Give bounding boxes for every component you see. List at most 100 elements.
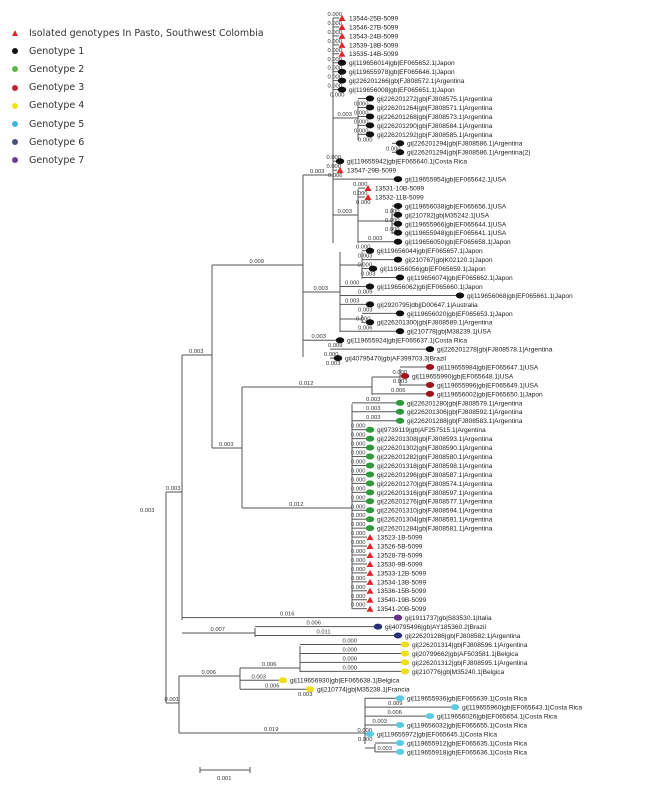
branch-length-label: 0.000	[328, 30, 343, 36]
branch-length-label: 0.003	[312, 334, 327, 340]
leaf-label: gi|226201308|gb|FJ808593.1|Argentina	[377, 436, 493, 443]
branch-length-label: 0.000	[328, 75, 343, 81]
genotype-marker-icon	[365, 462, 375, 469]
leaf-label: gi|119656038|gb|EF065656.1|USA	[405, 203, 507, 210]
branch-length-label: 0.000	[328, 21, 343, 27]
branch-length-label: 0.003	[219, 442, 234, 448]
genotype-marker-icon	[365, 95, 375, 102]
leaf-label: gi|226201314|gb|FJ808596.1|Argentina	[412, 642, 528, 649]
leaf-label: gi|119656068|gb|EF065661.1|Japon	[467, 293, 573, 300]
branch-length-label: 0.000	[351, 549, 366, 555]
leaf-label: gi|119656014|gb|EF065652.1|Japon	[349, 60, 455, 67]
leaf-label: gi|119656074|gb|EF065662.1|Japon	[407, 275, 513, 282]
branch-length-label: 0.000	[385, 227, 400, 233]
branch-length-label: 0.000	[351, 486, 366, 492]
leaf-label: gi|119656050|gb|EF065658.1|Japon	[405, 239, 511, 246]
leaf-label: gi|226201292|gb|FJ808585.1|Argentina	[377, 132, 493, 139]
genotype-marker-icon	[395, 722, 405, 729]
leaf-label: gi|119655954|gb|EF065642.1|USA	[405, 177, 507, 184]
branch-length-label: 0.000	[351, 603, 366, 609]
leaf-label: gi|119655966|gb|EF065644.1|USA	[405, 221, 507, 228]
genotype-marker-icon	[373, 623, 383, 630]
leaf-label: gi|2920795|dbj|D00647.1|Australia	[377, 302, 478, 309]
branch-length-label: 0.003	[140, 508, 155, 514]
branch-length-label: 0.003	[326, 361, 341, 367]
leaf-label: gi|119655960|gb|EF065643.1|Costa Rica	[462, 705, 582, 712]
dot-marker-icon	[8, 121, 22, 128]
genotype-marker-icon	[425, 713, 435, 720]
branch-length-label: 0.000	[351, 531, 366, 537]
leaf-label: 13547-29B-5099	[347, 168, 396, 175]
genotype-marker-icon	[365, 525, 375, 532]
triangle-marker-icon	[366, 587, 374, 594]
branch-length-label: 0.000	[324, 352, 339, 358]
dot-marker-icon	[8, 48, 22, 55]
branch-length-label: 0.012	[299, 381, 314, 387]
genotype-marker-icon	[335, 158, 345, 165]
branch-length-label: 0.003	[373, 719, 388, 725]
leaf-label: gi|226201300|gb|FJ808589.1|Argentina	[377, 320, 493, 327]
leaf-label: gi|226201316|gb|FJ808597.1|Argentina	[377, 490, 493, 497]
branch-length-label: 0.000	[351, 567, 366, 573]
branch-length-label: 0.000	[351, 594, 366, 600]
triangle-marker-icon	[336, 167, 344, 174]
leaf-label: gi|119656008|gb|EF065651.1|Japon	[349, 87, 455, 94]
branch-length-label: 0.006	[328, 173, 343, 179]
branch-length-label: 0.003	[366, 406, 381, 412]
branch-length-label: 0.003	[252, 674, 267, 680]
branch-length-label: 0.000	[327, 164, 342, 170]
genotype-marker-icon	[395, 274, 405, 281]
branch-length-label: 0.003	[361, 272, 376, 278]
branch-length-label: 0.000	[351, 477, 366, 483]
genotype-marker-icon	[333, 355, 343, 362]
genotype-marker-icon	[425, 364, 435, 371]
leaf-label: gi|226201312|gb|FJ808595.1|Argentina	[412, 660, 528, 667]
genotype-marker-icon	[425, 346, 435, 353]
leaf-label: 13531-10B-5099	[375, 185, 424, 192]
dot-marker-icon	[8, 139, 22, 146]
leaf-label: gi|9739119|gb|AF257515.1|Argentina	[377, 427, 486, 434]
genotype-marker-icon	[400, 373, 410, 379]
branch-length-label: 0.006	[265, 683, 280, 689]
branch-length-label: 0.000	[353, 191, 368, 197]
triangle-marker-icon	[366, 578, 374, 585]
triangle-marker-icon	[366, 605, 374, 612]
branch-length-label: 0.000	[351, 504, 366, 510]
leaf-label: gi|20799662|gb|AF503581.1|Belgica	[412, 651, 519, 658]
genotype-marker-icon	[395, 399, 405, 406]
leaf-label: gi|226201310|gb|FJ808594.1|Argentina	[377, 508, 493, 515]
leaf-label: gi|119656002|gb|EF065650.1|Japon	[437, 391, 543, 398]
leaf-label: gi|40795496|gb|AY185360.2|Brazil	[385, 624, 486, 631]
triangle-marker-icon	[364, 185, 372, 192]
triangle-marker-icon	[366, 560, 374, 567]
leaf-label: 13533-12B-5099	[377, 570, 426, 577]
triangle-marker-icon	[364, 194, 372, 200]
genotype-marker-icon	[278, 677, 288, 684]
branch-length-label: 0.000	[354, 102, 369, 108]
genotype-marker-icon	[365, 471, 375, 478]
branch-length-label: 0.000	[343, 665, 358, 671]
branch-length-label: 0.003	[358, 307, 373, 313]
branch-length-label: 0.000	[358, 137, 373, 143]
leaf-label: 13546-27B-5099	[349, 24, 398, 31]
branch-length-label: 0.003	[310, 169, 325, 175]
leaf-label: gi|210778|gb|M38239.1|USA	[407, 329, 492, 336]
genotype-marker-icon	[365, 516, 375, 523]
genotype-marker-icon	[393, 202, 403, 209]
genotype-marker-icon	[395, 417, 405, 424]
scale-bar-label: 0.001	[217, 776, 232, 782]
genotype-marker-icon	[455, 292, 465, 299]
branch-length-label: 0.000	[385, 209, 400, 215]
branch-length-label: 0.003	[338, 209, 353, 215]
leaf-label: gi|1911737|gb|S83530.1|Italia	[405, 615, 492, 622]
triangle-marker-icon	[8, 30, 22, 37]
branch-length-label: 0.000	[351, 558, 366, 564]
branch-length-label: 0.000	[386, 146, 401, 152]
genotype-marker-icon	[400, 659, 410, 666]
leaf-label: gi|210776|gb|M35240.1|Belgica	[412, 669, 505, 676]
branch-length-label: 0.000	[351, 468, 366, 474]
legend-label: Genotype 6	[29, 136, 85, 148]
triangle-marker-icon	[338, 23, 346, 30]
legend-item: Genotype 2	[8, 60, 264, 78]
genotype-marker-icon	[365, 489, 375, 496]
